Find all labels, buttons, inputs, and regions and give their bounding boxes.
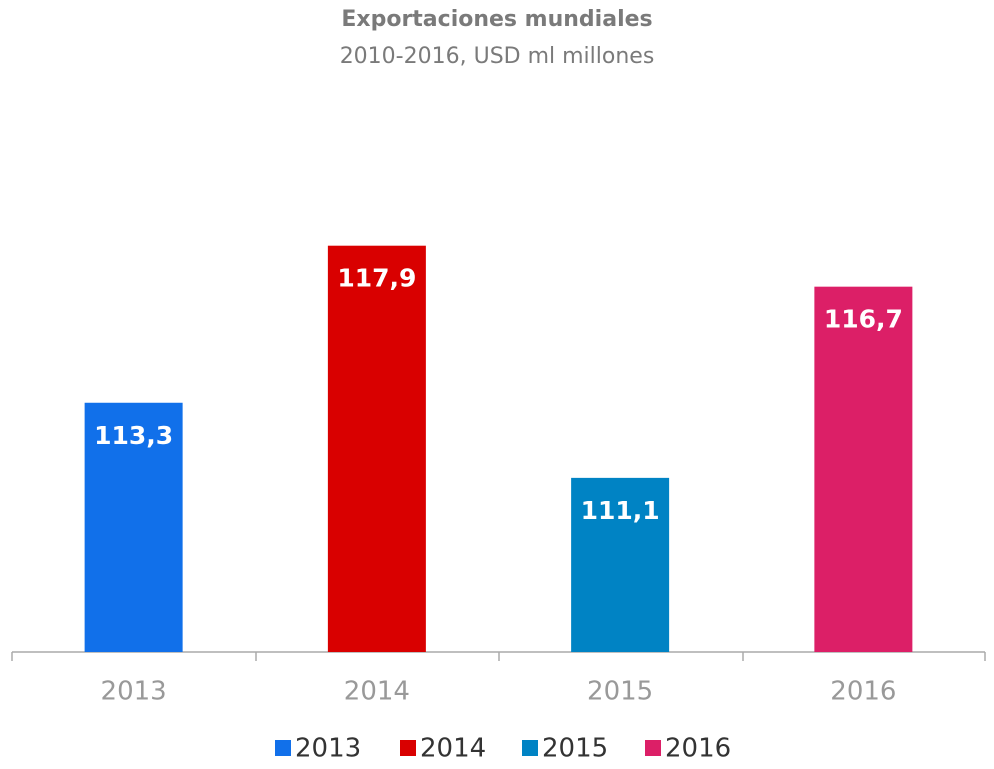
value-label: 111,1 [581, 496, 660, 525]
axis-separators [11, 652, 986, 661]
bar [327, 245, 426, 652]
legend-swatch [275, 740, 291, 756]
legend-swatch [400, 740, 416, 756]
legend-swatch [522, 740, 538, 756]
value-label: 117,9 [337, 264, 416, 293]
x-tick-label: 2016 [830, 677, 896, 707]
legend-label: 2014 [420, 734, 486, 764]
legend-label: 2015 [542, 734, 608, 764]
bar [571, 477, 670, 652]
bar [84, 402, 183, 652]
legend-label: 2016 [665, 734, 731, 764]
chart-title: Exportaciones mundiales [341, 7, 652, 32]
chart-subtitle: 2010-2016, USD ml millones [340, 44, 655, 69]
legend-swatch [645, 740, 661, 756]
x-tick-label: 2014 [344, 677, 410, 707]
x-tick-label: 2013 [101, 677, 167, 707]
legend-label: 2013 [295, 734, 361, 764]
value-label: 116,7 [824, 305, 903, 334]
bar [814, 286, 913, 652]
x-tick-label: 2015 [587, 677, 653, 707]
value-label: 113,3 [94, 421, 173, 450]
